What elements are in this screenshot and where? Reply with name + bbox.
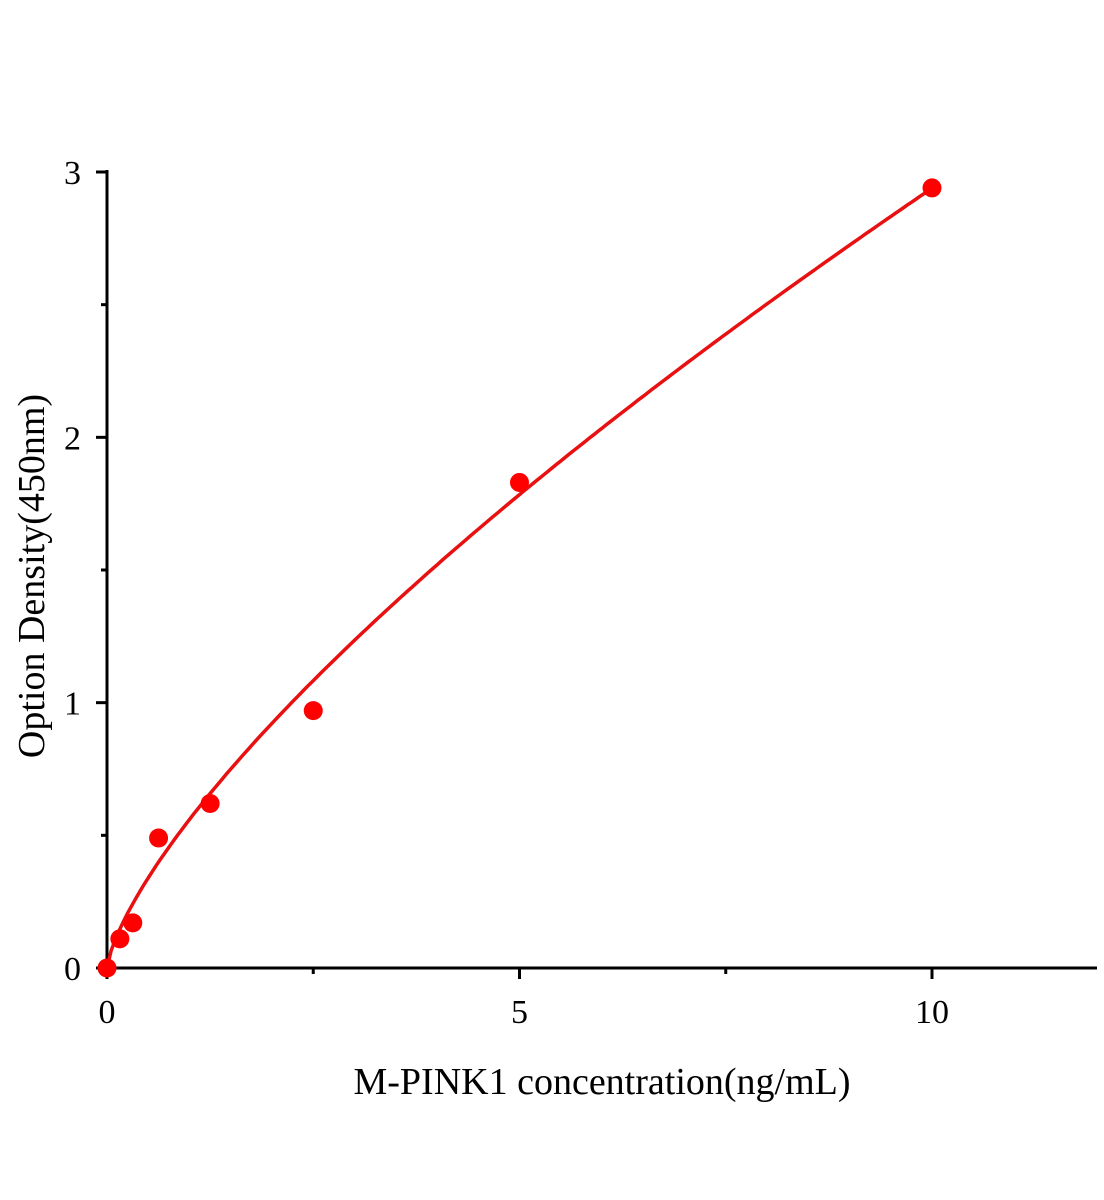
fit-curve-group	[105, 186, 933, 969]
data-point	[97, 958, 117, 978]
data-point	[303, 701, 323, 721]
y-tick-label: 3	[64, 155, 81, 192]
axes: 0 5 10 0 1 2 3	[64, 155, 1097, 1031]
x-tick-label: 5	[511, 994, 528, 1031]
x-axis-label: M-PINK1 concentration(ng/mL)	[353, 1061, 850, 1103]
y-tick-label: 2	[64, 420, 81, 457]
x-tick-label: 0	[99, 994, 116, 1031]
y-tick-label: 1	[64, 686, 81, 723]
data-point	[922, 178, 942, 198]
data-points	[97, 178, 942, 978]
fit-curve	[105, 186, 933, 969]
data-point	[110, 929, 130, 949]
y-axis-label: Option Density(450nm)	[11, 394, 53, 758]
data-point	[200, 793, 220, 813]
data-point	[149, 828, 169, 848]
y-tick-label: 0	[64, 951, 81, 988]
data-point	[123, 913, 143, 933]
x-tick-label: 10	[915, 994, 949, 1031]
data-point	[510, 472, 529, 492]
